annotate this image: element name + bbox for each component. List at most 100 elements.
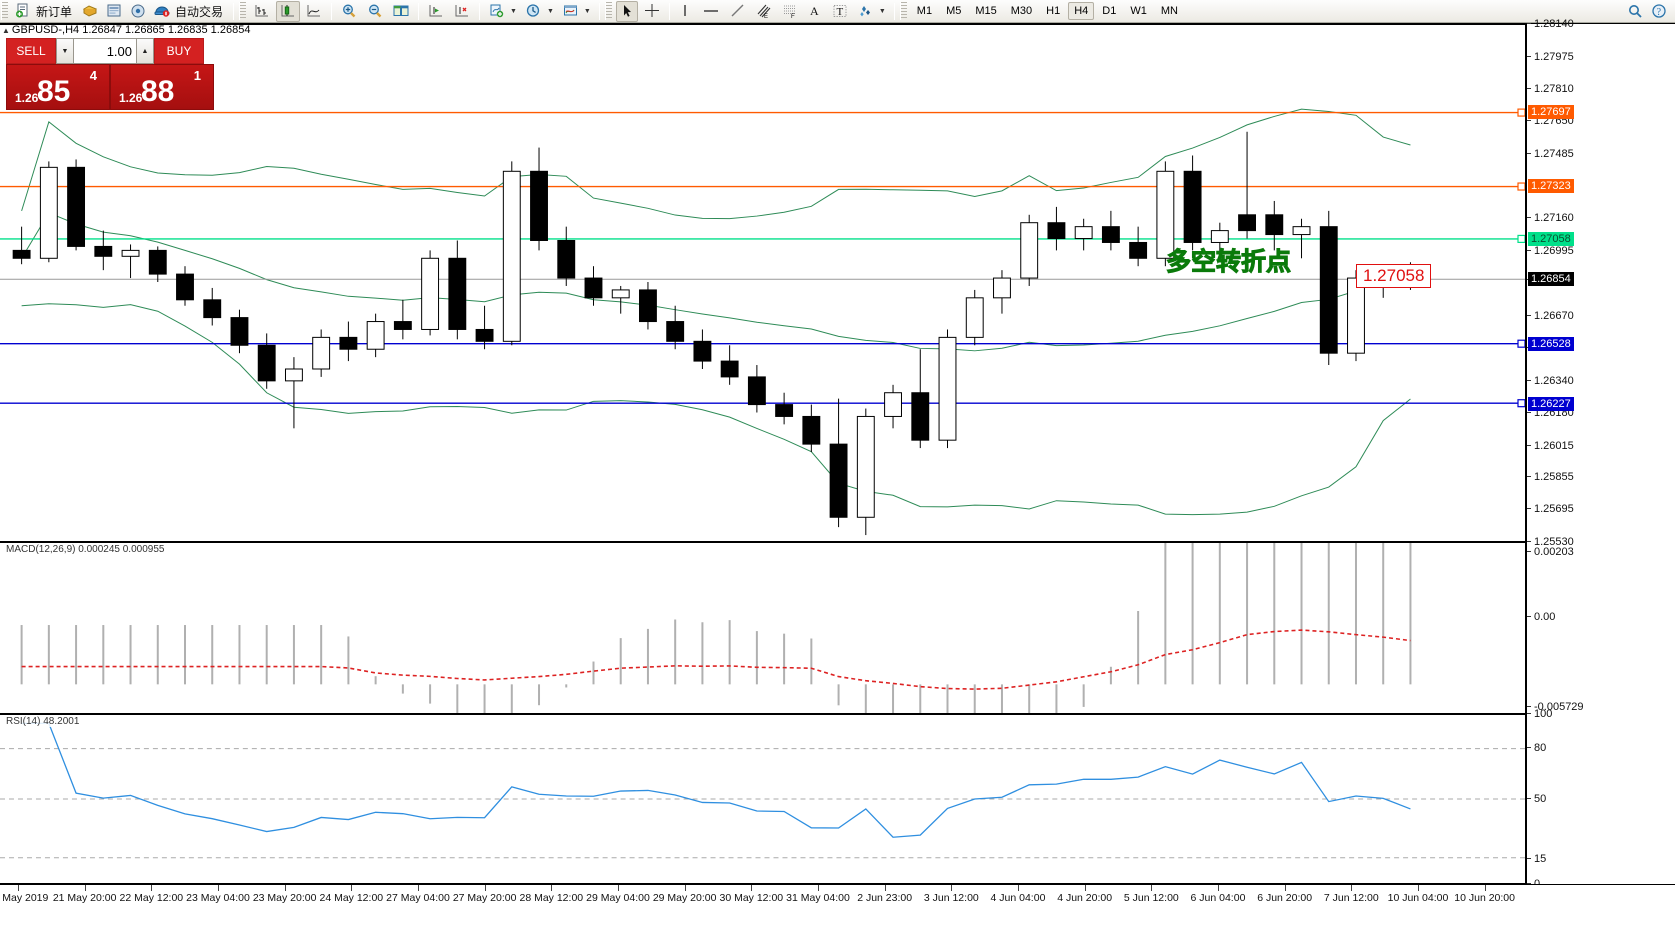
time-axis-label: 2 Jun 23:00 [857, 892, 913, 904]
help-button[interactable]: ? [1648, 1, 1670, 22]
time-axis-tick [1284, 885, 1286, 891]
tile-windows-button[interactable] [389, 1, 413, 22]
text-label-button[interactable]: A [804, 1, 826, 22]
time-axis-label: 4 Jun 20:00 [1057, 892, 1113, 904]
main-toolbar: 新订单 [0, 0, 1675, 23]
price-level-badge[interactable]: 1.27697 [1528, 104, 1574, 119]
time-axis-label: 22 May 12:00 [119, 892, 184, 904]
price-axis-tick: 1.26995 [1527, 245, 1675, 257]
new-order-label: 新订单 [36, 4, 73, 19]
timeframe-m5[interactable]: M5 [946, 5, 962, 17]
terminal-icon [107, 4, 121, 17]
equidistant-channel-button[interactable]: E [752, 1, 776, 22]
toolbar-grip-2[interactable] [239, 2, 247, 20]
price-level-badge[interactable]: 1.26528 [1528, 336, 1574, 351]
chevron-down-icon-4[interactable]: ▼ [878, 7, 886, 15]
time-axis-tick [284, 885, 286, 891]
chart-area[interactable]: ▲ GBPUSD-,H4 1.26847 1.26865 1.26835 1.26… [0, 18, 1675, 950]
objects-button[interactable]: ▼ [854, 1, 889, 22]
crosshair-button[interactable] [640, 1, 664, 22]
buy-price-box[interactable]: 1.26 88 1 [110, 64, 214, 110]
timeframe-h1[interactable]: H1 [1046, 5, 1061, 17]
rsi-pane[interactable]: RSI(14) 48.2001 [0, 714, 1526, 884]
time-axis-tick [1151, 885, 1153, 891]
volume-control[interactable]: ▼ 1.00 ▲ [56, 38, 154, 64]
candlestick-chart-button[interactable] [276, 0, 301, 22]
bar-chart-button[interactable] [250, 1, 274, 22]
hline-button[interactable] [698, 1, 724, 22]
price-level-badge[interactable]: 1.27058 [1528, 231, 1574, 246]
zoom-out-button[interactable] [363, 1, 387, 22]
collapse-triangle-icon[interactable]: ▲ [2, 26, 10, 35]
sell-button[interactable]: SELL [6, 38, 56, 64]
timeframe-d1[interactable]: D1 [1102, 5, 1117, 17]
macd-pane[interactable]: MACD(12,26,9) 0.000245 0.000955 [0, 542, 1526, 714]
metaeditor-button[interactable] [127, 1, 149, 22]
volume-down-arrow[interactable]: ▼ [56, 38, 74, 64]
autoscroll-button[interactable] [450, 1, 474, 22]
indicators-button[interactable]: ▼ [485, 1, 520, 22]
chevron-down-icon-2[interactable]: ▼ [546, 7, 554, 15]
period-button[interactable]: ▼ [522, 1, 557, 22]
shift-end-button[interactable] [424, 1, 448, 22]
rsi-axis-tick: 50 [1527, 793, 1675, 805]
time-axis-tick [18, 885, 19, 891]
fibonacci-button[interactable]: F [778, 1, 802, 22]
one-click-trade-panel[interactable]: SELL ▼ 1.00 ▲ BUY 1.26 85 4 1.26 88 1 [6, 38, 214, 128]
trendline-button[interactable] [726, 1, 750, 22]
price-tag-label[interactable]: 1.27058 [1356, 264, 1432, 288]
timeframe-w1[interactable]: W1 [1130, 5, 1147, 17]
one-click-trade-prices: 1.26 85 4 1.26 88 1 [6, 64, 214, 110]
symbol-header-text: GBPUSD-,H4 1.26847 1.26865 1.26835 1.268… [11, 24, 251, 36]
toolbar-grip-4[interactable] [899, 2, 907, 20]
toolbar-grip-3[interactable] [604, 2, 612, 20]
price-level-badge[interactable]: 1.26227 [1528, 396, 1574, 411]
timeframe-m1[interactable]: M1 [916, 5, 933, 17]
buy-price-big: 88 [141, 75, 175, 108]
terminal-button[interactable] [103, 1, 125, 22]
zoom-in-button[interactable] [337, 1, 361, 22]
timeframe-mn[interactable]: MN [1160, 5, 1178, 17]
equidistant-channel-icon: E [757, 4, 771, 19]
zoom-in-icon [343, 4, 356, 18]
autotrading-button[interactable]: 自动交易 [151, 1, 228, 22]
price-level-badge[interactable]: 1.26854 [1528, 272, 1574, 287]
profile-button[interactable] [79, 1, 101, 22]
time-axis-label: 27 May 20:00 [452, 892, 517, 904]
chevron-down-icon-3[interactable]: ▼ [583, 7, 591, 15]
timeframe-h4[interactable]: H4 [1068, 2, 1095, 20]
price-pane[interactable] [0, 24, 1526, 542]
line-chart-button[interactable] [302, 1, 326, 22]
time-axis-tick [684, 885, 686, 891]
volume-input[interactable]: 1.00 [74, 38, 136, 64]
chevron-down-icon[interactable]: ▼ [510, 7, 517, 15]
toolbar-grip[interactable] [1, 2, 8, 20]
toolbar-separator-6 [668, 2, 670, 20]
text-button[interactable]: T [828, 1, 852, 22]
rsi-axis-tick: 80 [1527, 742, 1675, 754]
rsi-label: RSI(14) 48.2001 [4, 716, 82, 727]
cursor-button[interactable] [615, 0, 638, 22]
chart-annotation[interactable]: 多空转折点 [1165, 248, 1292, 277]
buy-button[interactable]: BUY [154, 38, 204, 64]
time-axis-label: 29 May 20:00 [652, 892, 717, 904]
timeframe-m15[interactable]: M15 [975, 5, 997, 17]
zoom-out-icon [369, 4, 382, 18]
price-level-badge[interactable]: 1.27323 [1528, 179, 1574, 194]
sell-price-box[interactable]: 1.26 85 4 [6, 64, 110, 110]
crosshair-icon [644, 4, 659, 17]
new-order-button[interactable]: 新订单 [12, 1, 77, 22]
price-axis[interactable]: 1.28140 1.27975 1.27810 1.27650 1.27485 1.271… [1526, 18, 1675, 890]
price-axis-tick: 1.28140 [1527, 18, 1675, 30]
time-axis-tick [351, 885, 353, 891]
search-button[interactable] [1624, 1, 1646, 22]
toolbar-separator-2 [331, 2, 333, 20]
price-axis-tick: 1.27160 [1527, 212, 1675, 224]
templates-button[interactable]: ▼ [559, 1, 594, 22]
volume-up-arrow[interactable]: ▲ [136, 38, 154, 64]
vline-button[interactable] [675, 1, 696, 22]
search-icon [1629, 5, 1642, 18]
time-axis-tick [84, 885, 86, 891]
timeframe-m30[interactable]: M30 [1010, 5, 1033, 17]
